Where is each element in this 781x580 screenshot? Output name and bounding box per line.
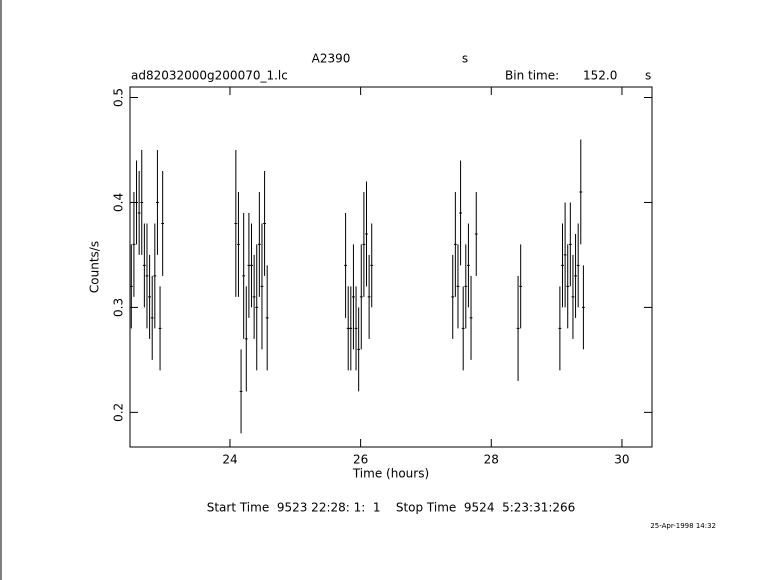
error-bar: [263, 170, 266, 276]
error-bar: [252, 254, 256, 339]
error-bar: [234, 149, 238, 297]
error-bar: [579, 139, 583, 245]
error-bar: [158, 286, 162, 371]
error-bar: [367, 254, 371, 339]
error-bar: [257, 191, 261, 297]
subtitle: ad82032000g200070_1.lc: [131, 69, 288, 83]
error-bar: [129, 244, 133, 329]
error-bar: [461, 286, 465, 371]
y-tick-label: 0.4: [112, 193, 126, 212]
error-bar: [516, 275, 520, 381]
error-bar: [135, 160, 138, 245]
error-bar: [370, 223, 374, 308]
error-bar: [451, 254, 455, 339]
chart-title: A2390: [312, 52, 351, 66]
x-tick-label: 26: [353, 453, 368, 467]
x-tick-label: 24: [222, 453, 237, 467]
x-axis-label: Time (hours): [352, 467, 429, 481]
error-bar: [566, 244, 570, 329]
error-bar: [357, 307, 361, 392]
bin-value: 152.0: [583, 69, 617, 83]
error-bar: [132, 191, 136, 297]
error-bar: [244, 286, 248, 392]
error-bar: [349, 286, 353, 371]
title-unit: s: [462, 52, 468, 66]
error-bar: [359, 244, 363, 350]
error-bar: [574, 233, 577, 318]
error-bar: [362, 191, 366, 297]
error-bar: [459, 160, 462, 266]
error-bar: [576, 223, 580, 308]
error-bar: [148, 254, 151, 339]
error-bar: [239, 349, 243, 434]
error-bar: [519, 244, 523, 329]
bin-label: Bin time:: [505, 69, 559, 83]
error-bar: [568, 202, 572, 287]
error-bar: [145, 223, 149, 329]
error-bar: [237, 191, 240, 297]
error-bar: [153, 223, 157, 329]
y-tick-label: 0.2: [112, 403, 126, 422]
error-bar: [156, 149, 159, 255]
error-bar: [161, 170, 165, 276]
error-bar: [150, 275, 154, 360]
error-bar: [571, 254, 575, 339]
error-bar: [352, 244, 355, 350]
error-bar: [260, 223, 264, 350]
error-bar: [474, 191, 478, 276]
error-bar: [247, 212, 251, 318]
error-bar: [456, 244, 460, 329]
error-bar: [561, 223, 564, 308]
bin-unit: s: [645, 69, 651, 83]
error-bar: [558, 286, 562, 371]
error-bar: [140, 149, 144, 255]
error-bar: [354, 286, 358, 371]
error-bar: [265, 265, 269, 371]
error-bar: [453, 191, 457, 297]
x-tick-label: 30: [614, 453, 629, 467]
plot-frame: [129, 86, 653, 448]
footer: Start Time 9523 22:28: 1: 1 Stop Time 95…: [207, 501, 576, 515]
error-bar: [344, 212, 347, 318]
error-bar: [467, 223, 470, 308]
error-bar: [469, 275, 473, 360]
error-bar: [365, 181, 368, 287]
y-axis-label: Counts/s: [88, 241, 102, 293]
error-bar: [346, 286, 350, 371]
x-tick-label: 28: [484, 453, 499, 467]
error-bar: [563, 202, 567, 308]
y-tick-label: 0.5: [112, 88, 126, 107]
error-bar: [242, 212, 246, 339]
error-bar: [582, 265, 585, 350]
error-bar: [464, 244, 468, 329]
y-tick-label: 0.3: [112, 298, 126, 317]
error-bar: [137, 170, 141, 255]
error-bar: [255, 244, 259, 371]
date: 25-Apr-1998 14:32: [650, 522, 716, 530]
error-bar: [250, 223, 253, 308]
error-bar: [142, 223, 146, 308]
